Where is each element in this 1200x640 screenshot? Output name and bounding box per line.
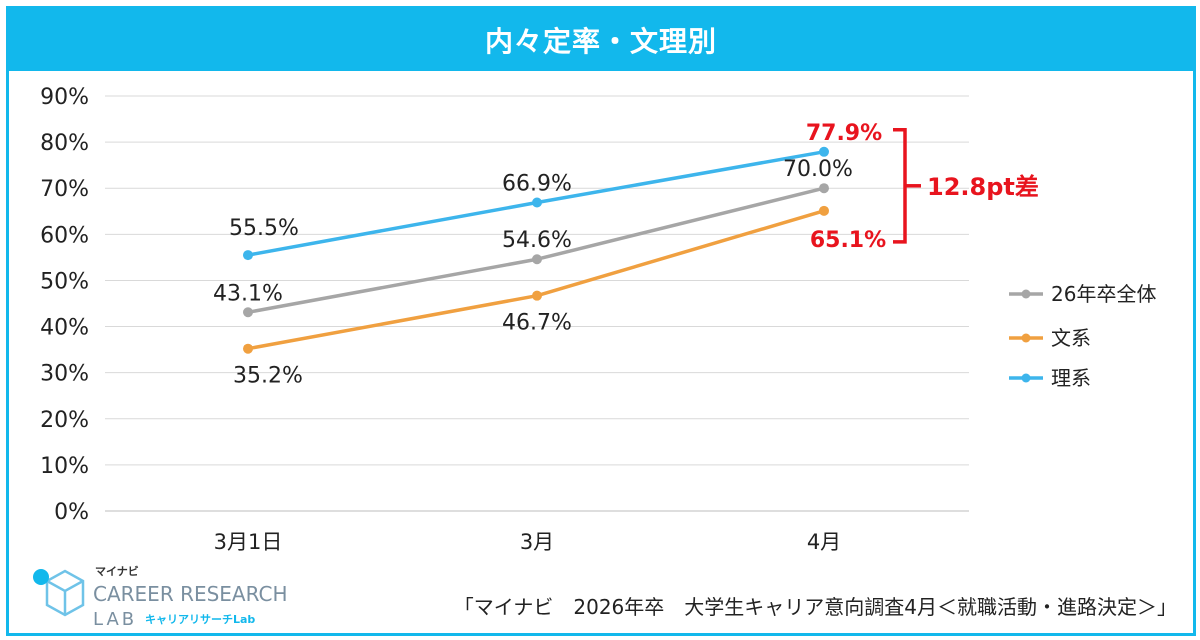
logo-lab-text: LAB xyxy=(93,609,137,630)
legend-label: 文系 xyxy=(1051,326,1091,350)
x-tick-label: 4月 xyxy=(807,530,841,554)
line-chart: 0% 10% 20% 30% 40% 50% 60% 70% 80% 90% 3月1日 3月 4月 43.… xyxy=(40,85,1156,554)
difference-annotation: 12.8pt差 xyxy=(927,173,1039,201)
y-tick-label: 50% xyxy=(40,269,89,294)
data-label: 46.7% xyxy=(502,311,572,336)
legend-label: 理系 xyxy=(1051,366,1091,390)
legend-marker xyxy=(1021,373,1031,383)
career-research-lab-logo: マイナビ CAREER RESEARCH LAB キャリアリサーチLab xyxy=(33,564,288,630)
data-point xyxy=(243,250,253,261)
data-point xyxy=(532,197,542,208)
data-label: 70.0% xyxy=(783,157,853,182)
y-tick-label: 80% xyxy=(40,131,89,156)
legend-marker xyxy=(1021,289,1031,299)
y-tick-label: 60% xyxy=(40,223,89,248)
data-label: 77.9% xyxy=(806,121,882,146)
data-point xyxy=(532,290,542,301)
chart-frame: 内々定率・文理別 0% 10% 20% 30% 40% 50% 60% 70% 80% 90% 3月… xyxy=(6,6,1196,636)
cube-logo-icon xyxy=(33,569,85,617)
logo-sub-text: キャリアリサーチLab xyxy=(145,613,255,626)
logo-top-text: マイナビ xyxy=(95,564,139,578)
x-tick-label: 3月1日 xyxy=(214,530,283,554)
y-tick-label: 10% xyxy=(40,454,89,479)
data-label: 65.1% xyxy=(810,228,886,253)
y-tick-label: 40% xyxy=(40,316,89,341)
y-tick-label: 30% xyxy=(40,362,89,387)
legend-label: 26年卒全体 xyxy=(1051,282,1156,306)
y-tick-label: 90% xyxy=(40,85,89,110)
x-tick-label: 3月 xyxy=(520,530,554,554)
data-point xyxy=(819,146,829,157)
data-label: 66.9% xyxy=(502,172,572,197)
chart-title: 内々定率・文理別 xyxy=(9,9,1193,71)
data-point xyxy=(243,307,253,318)
data-label: 43.1% xyxy=(213,281,283,306)
data-label: 55.5% xyxy=(229,216,299,241)
data-point xyxy=(532,254,542,265)
difference-bracket xyxy=(893,128,907,244)
legend-marker xyxy=(1021,333,1031,343)
y-tick-label: 70% xyxy=(40,177,89,202)
data-point xyxy=(819,205,829,216)
y-tick-label: 0% xyxy=(54,500,89,525)
data-point xyxy=(819,183,829,194)
source-note: 「マイナビ 2026年卒 大学生キャリア意向調査4月＜就職活動・進路決定＞」 xyxy=(453,595,1177,619)
logo-main-text: CAREER RESEARCH xyxy=(93,582,288,606)
y-tick-label: 20% xyxy=(40,408,89,433)
data-point xyxy=(243,343,253,354)
data-label: 35.2% xyxy=(233,364,303,389)
data-label: 54.6% xyxy=(502,228,572,253)
